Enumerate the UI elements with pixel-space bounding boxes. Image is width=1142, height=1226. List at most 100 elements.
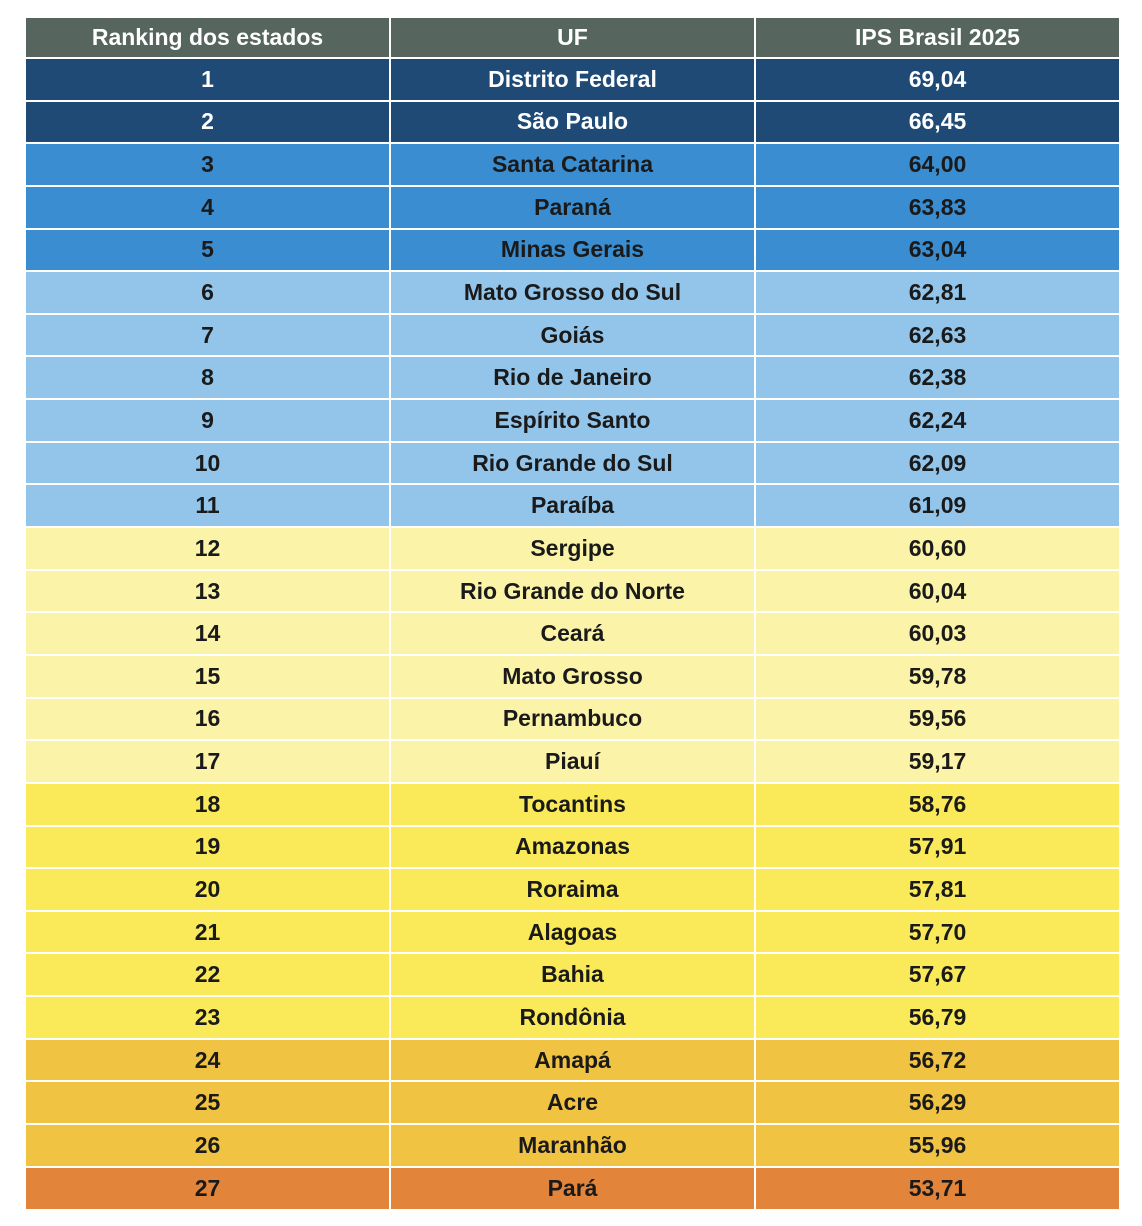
table-row: 15 Mato Grosso 59,78 <box>26 654 1119 699</box>
uf-cell: Roraima <box>390 868 756 912</box>
uf-cell: Maranhão <box>390 1124 756 1168</box>
uf-cell: Alagoas <box>390 910 756 955</box>
ips-cell: 62,09 <box>755 441 1119 486</box>
table-row: 26 Maranhão 55,96 <box>26 1124 1119 1168</box>
ranking-table: Ranking dos estados UF IPS Brasil 2025 1… <box>26 18 1119 1210</box>
table-row: 6 Mato Grosso do Sul 62,81 <box>26 271 1119 315</box>
ips-cell: 59,78 <box>755 654 1119 699</box>
ips-cell: 59,17 <box>755 740 1119 784</box>
rank-cell: 15 <box>26 654 391 699</box>
rank-cell: 20 <box>26 868 391 912</box>
uf-cell: Paraná <box>390 185 756 230</box>
uf-cell: Piauí <box>390 740 756 784</box>
uf-cell: Mato Grosso do Sul <box>390 271 756 315</box>
table-row: 27 Pará 53,71 <box>26 1166 1119 1210</box>
table-row: 21 Alagoas 57,70 <box>26 910 1119 955</box>
table-row: 11 Paraíba 61,09 <box>26 484 1119 529</box>
table-row: 4 Paraná 63,83 <box>26 185 1119 230</box>
rank-cell: 25 <box>26 1081 391 1126</box>
rank-cell: 21 <box>26 910 391 955</box>
rank-cell: 23 <box>26 996 391 1040</box>
header-ranking: Ranking dos estados <box>26 18 391 59</box>
table-row: 3 Santa Catarina 64,00 <box>26 143 1119 187</box>
table-header: Ranking dos estados UF IPS Brasil 2025 <box>26 18 1119 59</box>
ips-cell: 62,38 <box>755 356 1119 401</box>
table-row: 8 Rio de Janeiro 62,38 <box>26 356 1119 401</box>
ips-cell: 63,04 <box>755 228 1119 273</box>
ips-cell: 55,96 <box>755 1124 1119 1168</box>
uf-cell: Distrito Federal <box>390 58 756 102</box>
uf-cell: Santa Catarina <box>390 143 756 187</box>
table-row: 17 Piauí 59,17 <box>26 740 1119 784</box>
rank-cell: 7 <box>26 313 391 358</box>
ips-cell: 56,29 <box>755 1081 1119 1126</box>
rank-cell: 3 <box>26 143 391 187</box>
ips-cell: 62,24 <box>755 399 1119 443</box>
table-row: 2 São Paulo 66,45 <box>26 100 1119 145</box>
header-ips: IPS Brasil 2025 <box>755 18 1119 59</box>
uf-cell: Pará <box>390 1166 756 1210</box>
table-row: 7 Goiás 62,63 <box>26 313 1119 358</box>
rank-cell: 22 <box>26 953 391 998</box>
rank-cell: 1 <box>26 58 391 102</box>
table-row: 19 Amazonas 57,91 <box>26 825 1119 870</box>
ips-cell: 61,09 <box>755 484 1119 529</box>
ips-cell: 57,91 <box>755 825 1119 870</box>
table-row: 1 Distrito Federal 69,04 <box>26 58 1119 102</box>
table-row: 9 Espírito Santo 62,24 <box>26 399 1119 443</box>
uf-cell: Mato Grosso <box>390 654 756 699</box>
rank-cell: 11 <box>26 484 391 529</box>
uf-cell: Rio de Janeiro <box>390 356 756 401</box>
table-row: 25 Acre 56,29 <box>26 1081 1119 1126</box>
ips-cell: 64,00 <box>755 143 1119 187</box>
ips-cell: 57,67 <box>755 953 1119 998</box>
ips-cell: 59,56 <box>755 697 1119 742</box>
rank-cell: 12 <box>26 527 391 571</box>
table-row: 14 Ceará 60,03 <box>26 612 1119 656</box>
uf-cell: Amazonas <box>390 825 756 870</box>
uf-cell: Goiás <box>390 313 756 358</box>
header-row: Ranking dos estados UF IPS Brasil 2025 <box>26 18 1119 59</box>
ips-cell: 60,04 <box>755 569 1119 614</box>
uf-cell: Acre <box>390 1081 756 1126</box>
ips-cell: 58,76 <box>755 782 1119 827</box>
ips-cell: 60,60 <box>755 527 1119 571</box>
header-uf: UF <box>390 18 756 59</box>
uf-cell: Amapá <box>390 1038 756 1083</box>
uf-cell: São Paulo <box>390 100 756 145</box>
rank-cell: 17 <box>26 740 391 784</box>
rank-cell: 14 <box>26 612 391 656</box>
rank-cell: 2 <box>26 100 391 145</box>
ips-cell: 57,70 <box>755 910 1119 955</box>
rank-cell: 19 <box>26 825 391 870</box>
table-row: 18 Tocantins 58,76 <box>26 782 1119 827</box>
rank-cell: 5 <box>26 228 391 273</box>
table-row: 22 Bahia 57,67 <box>26 953 1119 998</box>
rank-cell: 13 <box>26 569 391 614</box>
ips-cell: 66,45 <box>755 100 1119 145</box>
uf-cell: Ceará <box>390 612 756 656</box>
ips-cell: 56,72 <box>755 1038 1119 1083</box>
rank-cell: 16 <box>26 697 391 742</box>
table-row: 12 Sergipe 60,60 <box>26 527 1119 571</box>
ips-cell: 57,81 <box>755 868 1119 912</box>
table-row: 13 Rio Grande do Norte 60,04 <box>26 569 1119 614</box>
rank-cell: 18 <box>26 782 391 827</box>
rank-cell: 26 <box>26 1124 391 1168</box>
rank-cell: 24 <box>26 1038 391 1083</box>
ips-cell: 62,63 <box>755 313 1119 358</box>
uf-cell: Rondônia <box>390 996 756 1040</box>
table-row: 10 Rio Grande do Sul 62,09 <box>26 441 1119 486</box>
table-row: 16 Pernambuco 59,56 <box>26 697 1119 742</box>
table-row: 24 Amapá 56,72 <box>26 1038 1119 1083</box>
table-row: 20 Roraima 57,81 <box>26 868 1119 912</box>
ips-cell: 60,03 <box>755 612 1119 656</box>
table-row: 5 Minas Gerais 63,04 <box>26 228 1119 273</box>
uf-cell: Sergipe <box>390 527 756 571</box>
uf-cell: Minas Gerais <box>390 228 756 273</box>
rank-cell: 8 <box>26 356 391 401</box>
uf-cell: Rio Grande do Sul <box>390 441 756 486</box>
rank-cell: 4 <box>26 185 391 230</box>
ips-cell: 63,83 <box>755 185 1119 230</box>
rank-cell: 6 <box>26 271 391 315</box>
